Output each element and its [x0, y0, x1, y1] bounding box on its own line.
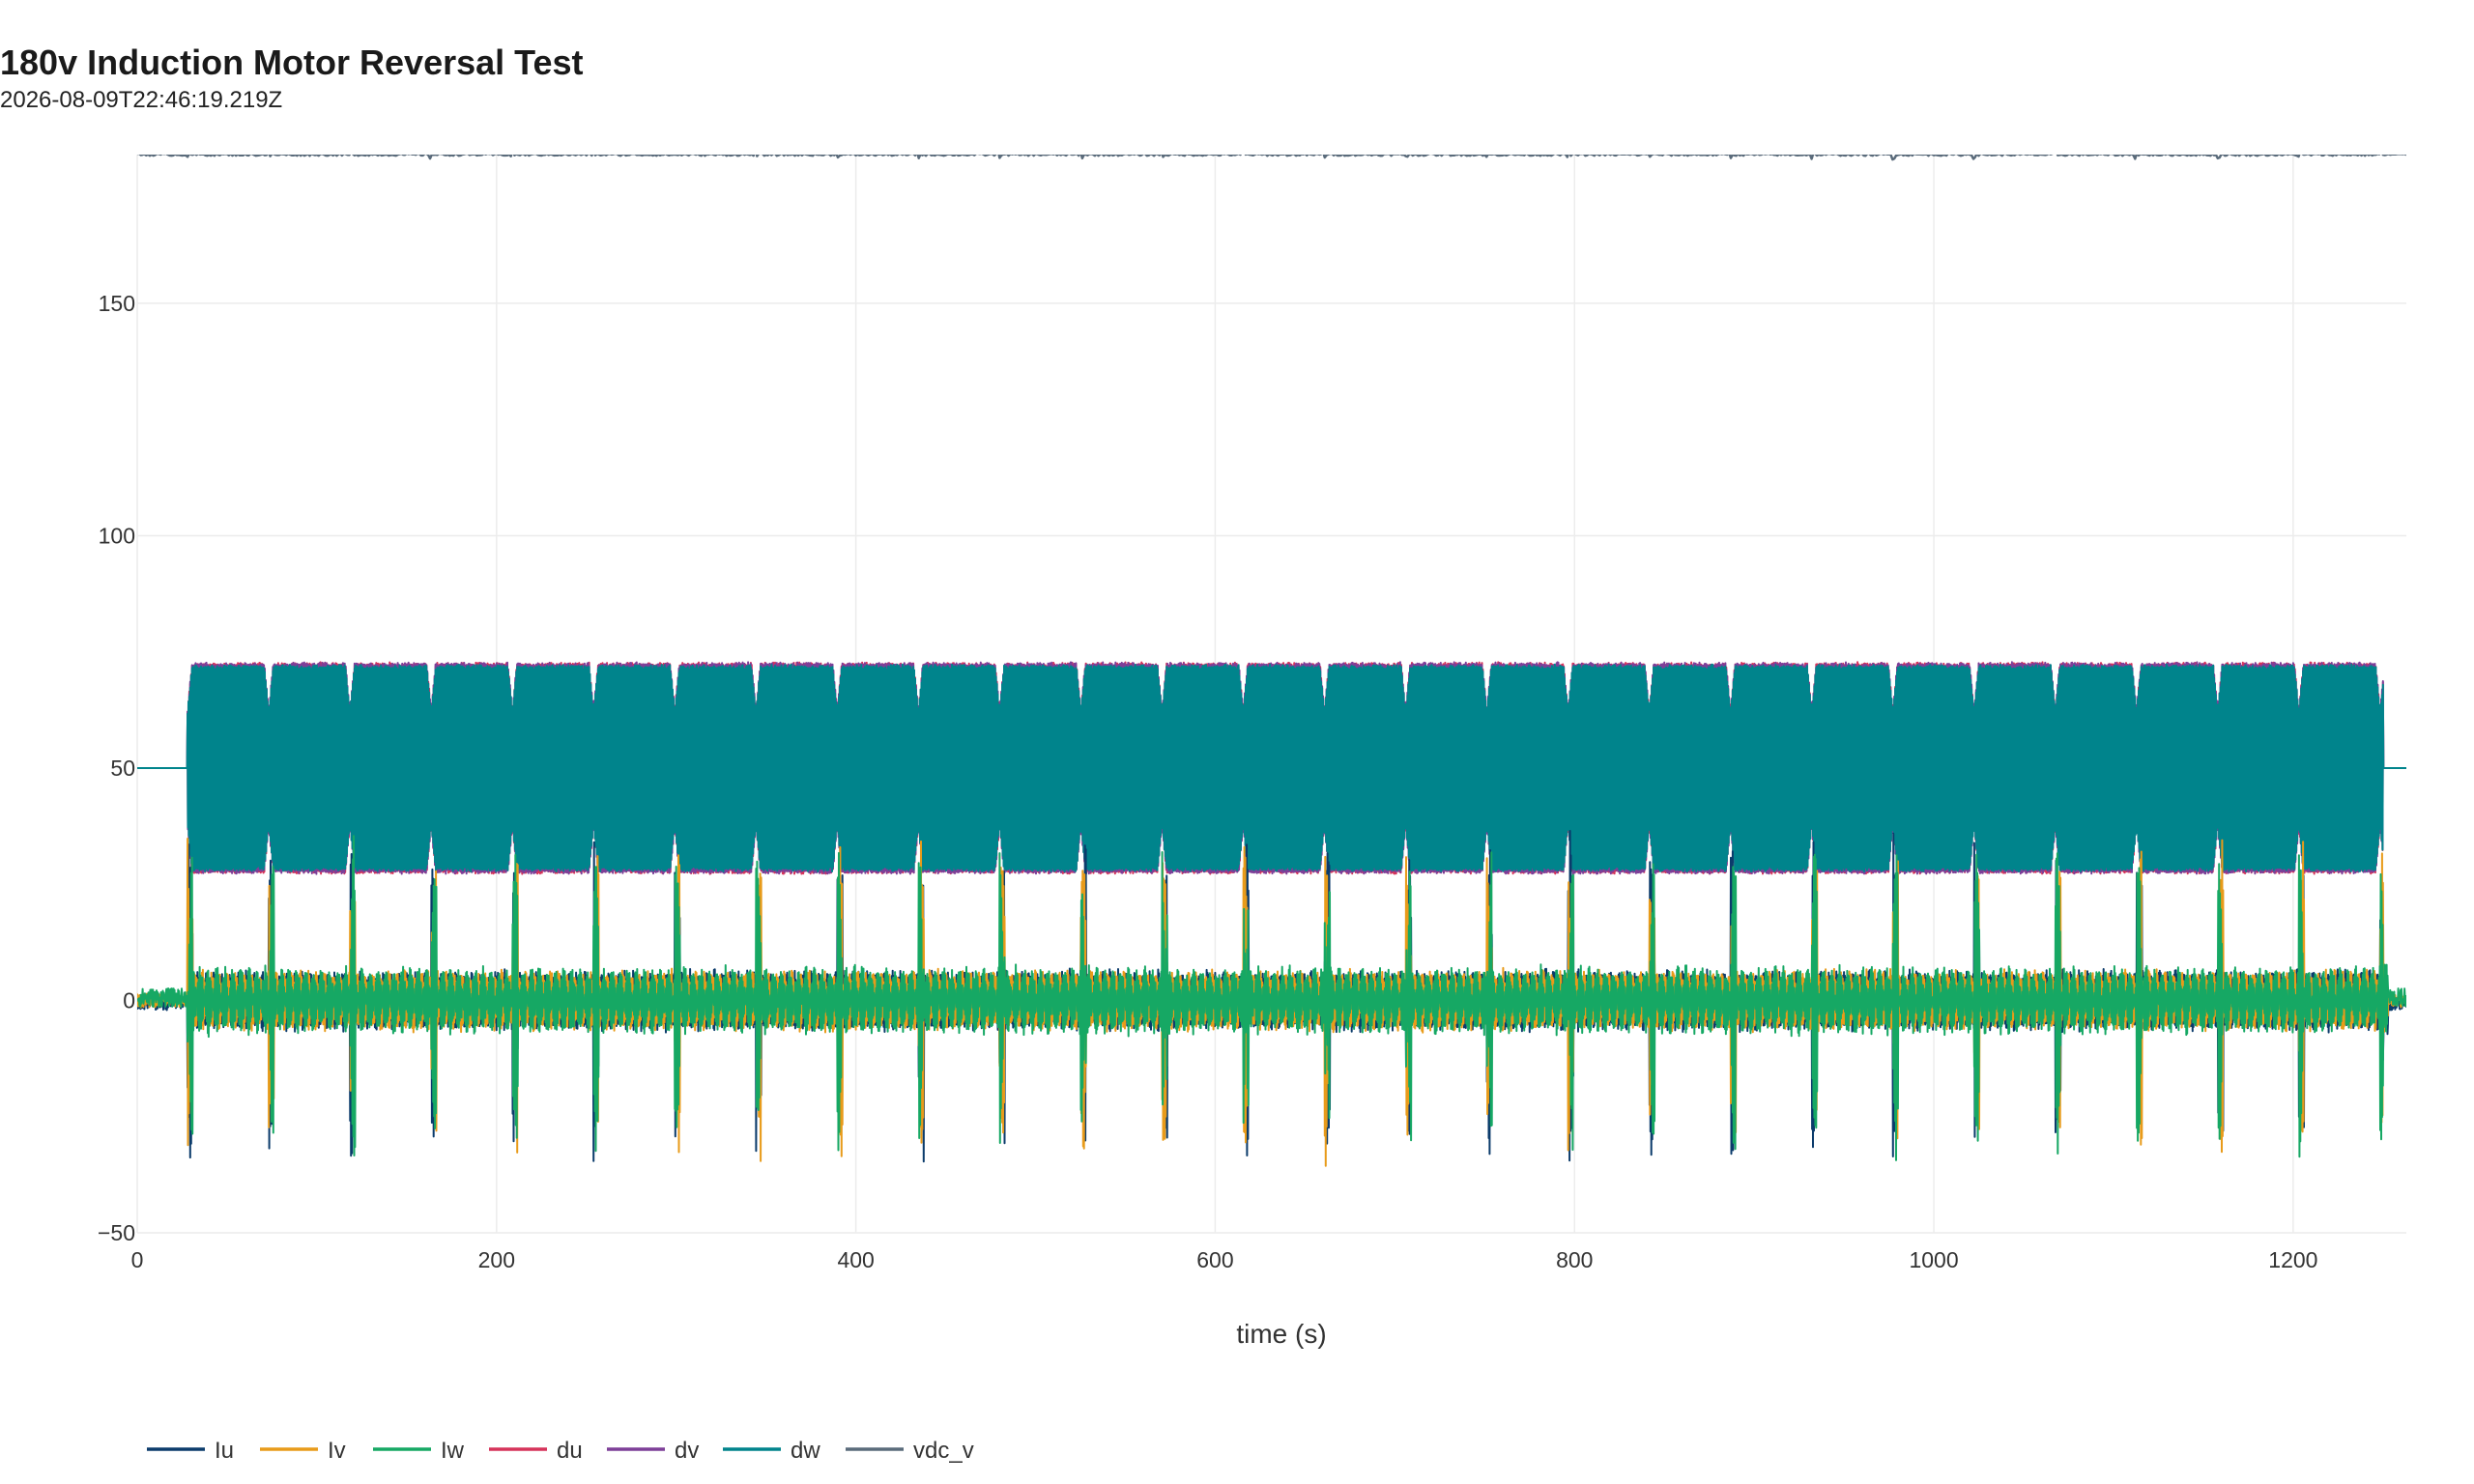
legend-item-dv[interactable]: dv — [607, 1438, 699, 1464]
legend-item-dw[interactable]: dw — [723, 1438, 820, 1464]
y-tick-label: 100 — [99, 523, 135, 548]
legend-item-iu[interactable]: Iu — [147, 1438, 234, 1464]
x-tick-label: 1000 — [1909, 1247, 1958, 1272]
legend-item-iw[interactable]: Iw — [373, 1438, 465, 1464]
x-axis-label: time (s) — [1236, 1319, 1326, 1349]
x-tick-label: 0 — [131, 1247, 144, 1272]
series-line-dw — [137, 663, 2406, 873]
series-line-vdc_v — [137, 155, 2406, 161]
legend-label: dw — [791, 1438, 820, 1464]
series-layer — [137, 155, 2406, 1167]
series-line-iw — [137, 835, 2406, 1161]
legend-label: Iu — [215, 1438, 234, 1464]
x-tick-label: 1200 — [2268, 1247, 2317, 1272]
y-tick-label: 150 — [99, 291, 135, 316]
legend-layer: Iu Iv Iw du dv dw vdc_v — [147, 1438, 974, 1464]
x-tick-label: 600 — [1196, 1247, 1233, 1272]
y-tick-label: 0 — [123, 987, 135, 1013]
chart-title: 180v Induction Motor Reversal Test — [0, 43, 584, 82]
legend-item-iv[interactable]: Iv — [260, 1438, 346, 1464]
legend-label: Iw — [441, 1438, 465, 1464]
legend-item-du[interactable]: du — [489, 1438, 583, 1464]
x-tick-label: 800 — [1556, 1247, 1593, 1272]
legend-label: vdc_v — [913, 1438, 974, 1464]
legend-label: dv — [675, 1438, 699, 1464]
chart-subtitle: 2026-08-09T22:46:19.219Z — [0, 87, 283, 113]
legend-item-vdc_v[interactable]: vdc_v — [846, 1438, 974, 1464]
legend-label: Iv — [328, 1438, 346, 1464]
y-tick-label: 50 — [110, 756, 135, 781]
legend-label: du — [557, 1438, 583, 1464]
x-tick-label: 200 — [478, 1247, 515, 1272]
x-tick-label: 400 — [837, 1247, 874, 1272]
y-tick-label: −50 — [98, 1220, 135, 1245]
